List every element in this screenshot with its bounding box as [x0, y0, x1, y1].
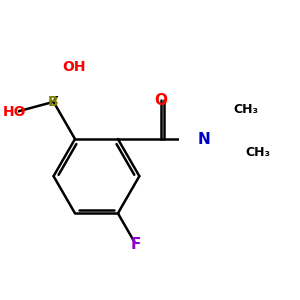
Text: CH₃: CH₃: [233, 103, 259, 116]
Text: OH: OH: [62, 60, 86, 74]
Text: HO: HO: [2, 105, 26, 119]
Text: F: F: [131, 237, 141, 252]
Text: CH₃: CH₃: [245, 146, 270, 159]
Text: O: O: [154, 93, 167, 108]
Text: B: B: [48, 95, 59, 109]
Text: N: N: [197, 131, 210, 146]
